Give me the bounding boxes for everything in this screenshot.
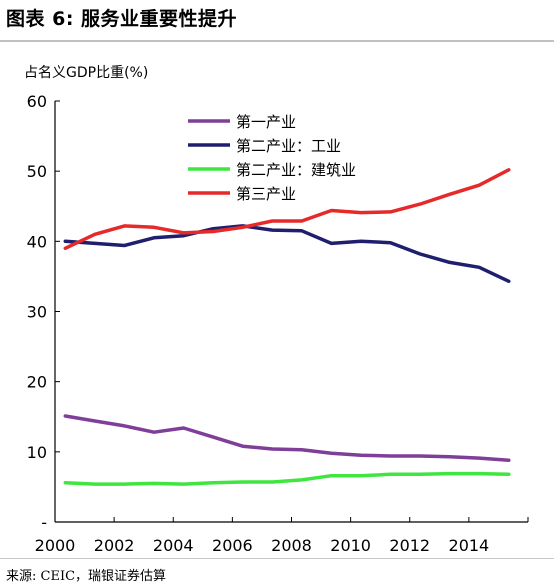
figure-title: 图表 6: 服务业重要性提升 — [6, 8, 238, 30]
y-tick-label: 10 — [27, 443, 47, 462]
legend-label: 第二产业：工业 — [236, 137, 341, 155]
y-tick-label: 60 — [27, 92, 47, 111]
source-note: 来源: CEIC，瑞银证券估算 — [6, 569, 167, 584]
x-tick-label: 2004 — [153, 536, 194, 555]
y-tick-label: 50 — [27, 162, 47, 181]
x-tick-label: 2012 — [389, 536, 430, 555]
x-tick-labels: 2000 2002 2004 2006 2008 2010 2012 2014 — [35, 536, 490, 555]
series-line-1 — [63, 414, 511, 463]
y-tick-labels: - 10 20 30 40 50 60 — [27, 92, 47, 532]
y-tick-label: 40 — [27, 232, 47, 251]
series-line-3 — [63, 471, 511, 486]
y-axis-label: 占名义GDP比重(%) — [24, 65, 148, 81]
x-tick-label: 2010 — [330, 536, 371, 555]
legend-label: 第三产业 — [236, 185, 296, 203]
x-tick-label: 2014 — [449, 536, 490, 555]
x-tick-label: 2000 — [35, 536, 76, 555]
y-tick-label: 20 — [27, 373, 47, 392]
footer-divider — [0, 558, 554, 559]
chart-axes — [54, 100, 529, 523]
x-tick-label: 2002 — [94, 536, 135, 555]
legend-label: 第一产业 — [236, 113, 296, 131]
series-line-4 — [63, 168, 511, 251]
y-tick-label: - — [41, 513, 47, 532]
x-tick-label: 2008 — [271, 536, 312, 555]
series-line-2 — [63, 224, 511, 284]
legend-label: 第二产业：建筑业 — [236, 161, 356, 179]
title-divider — [0, 40, 554, 42]
y-tick-label: 30 — [27, 303, 47, 322]
series-lines — [63, 168, 511, 486]
x-tick-label: 2006 — [212, 536, 253, 555]
